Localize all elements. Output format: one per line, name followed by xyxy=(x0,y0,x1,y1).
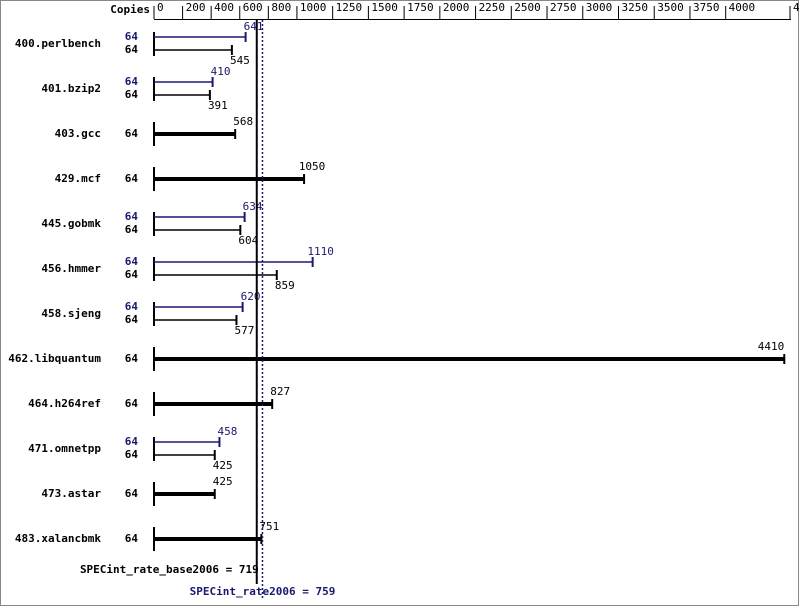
x-tick-label: 2750 xyxy=(550,1,577,14)
value-label: 568 xyxy=(233,115,253,128)
x-tick-label: 200 xyxy=(186,1,206,14)
category-label: 464.h264ref xyxy=(28,397,101,410)
category-label: 400.perlbench xyxy=(15,37,101,50)
category-label: 458.sjeng xyxy=(41,307,101,320)
value-label: 425 xyxy=(213,475,233,488)
category-label: 456.hmmer xyxy=(41,262,101,275)
copies-label: 64 xyxy=(125,172,139,185)
value-label: 1050 xyxy=(299,160,326,173)
copies-label: 64 xyxy=(125,43,139,56)
x-tick-label: 2500 xyxy=(514,1,541,14)
copies-label: 64 xyxy=(125,397,139,410)
value-label: 604 xyxy=(238,234,258,247)
value-label: 859 xyxy=(275,279,295,292)
x-tick-label: 600 xyxy=(243,1,263,14)
x-tick-label: 1750 xyxy=(407,1,434,14)
category-label: 445.gobmk xyxy=(41,217,101,230)
value-label: 410 xyxy=(211,65,231,78)
value-label: 4410 xyxy=(758,340,785,353)
category-label: 473.astar xyxy=(41,487,101,500)
copies-label: 64 xyxy=(125,223,139,236)
x-tick-label: 3500 xyxy=(657,1,684,14)
category-label: 471.omnetpp xyxy=(28,442,101,455)
category-label: 429.mcf xyxy=(55,172,101,185)
copies-label: 64 xyxy=(125,255,139,268)
category-label: 462.libquantum xyxy=(8,352,101,365)
value-label: 620 xyxy=(241,290,261,303)
copies-label: 64 xyxy=(125,313,139,326)
category-label: 483.xalancbmk xyxy=(15,532,101,545)
copies-label: 64 xyxy=(125,127,139,140)
x-tick-label: 400 xyxy=(214,1,234,14)
value-label: 545 xyxy=(230,54,250,67)
value-label: 634 xyxy=(243,200,263,213)
value-label: 751 xyxy=(259,520,279,533)
copies-label: 64 xyxy=(125,75,139,88)
copies-label: 64 xyxy=(125,435,139,448)
x-tick-label: 1250 xyxy=(336,1,363,14)
category-label: 401.bzip2 xyxy=(41,82,101,95)
x-tick-label: 3250 xyxy=(621,1,648,14)
value-label: 1110 xyxy=(307,245,334,258)
copies-header: Copies xyxy=(110,3,150,16)
x-tick-label: 2000 xyxy=(443,1,470,14)
category-label: 403.gcc xyxy=(55,127,101,140)
x-tick-label: 3000 xyxy=(586,1,613,14)
reference-label: SPECint_rate_base2006 = 719 xyxy=(80,563,259,576)
x-tick-label: 3750 xyxy=(693,1,720,14)
copies-label: 64 xyxy=(125,268,139,281)
copies-label: 64 xyxy=(125,448,139,461)
value-label: 577 xyxy=(235,324,255,337)
reference-label: SPECint_rate2006 = 759 xyxy=(190,585,336,598)
x-tick-label: 4450 xyxy=(793,1,799,14)
x-tick-label: 0 xyxy=(157,1,164,14)
x-tick-label: 1000 xyxy=(300,1,327,14)
x-tick-label: 4000 xyxy=(729,1,756,14)
copies-label: 64 xyxy=(125,210,139,223)
copies-label: 64 xyxy=(125,300,139,313)
value-label: 391 xyxy=(208,99,228,112)
x-tick-label: 800 xyxy=(271,1,291,14)
x-tick-label: 1500 xyxy=(371,1,398,14)
copies-label: 64 xyxy=(125,487,139,500)
copies-label: 64 xyxy=(125,88,139,101)
value-label: 458 xyxy=(218,425,238,438)
copies-label: 64 xyxy=(125,352,139,365)
value-label: 425 xyxy=(213,459,233,472)
copies-label: 64 xyxy=(125,532,139,545)
value-label: 641 xyxy=(244,20,264,33)
value-label: 827 xyxy=(270,385,290,398)
x-tick-label: 2250 xyxy=(479,1,506,14)
copies-label: 64 xyxy=(125,30,139,43)
